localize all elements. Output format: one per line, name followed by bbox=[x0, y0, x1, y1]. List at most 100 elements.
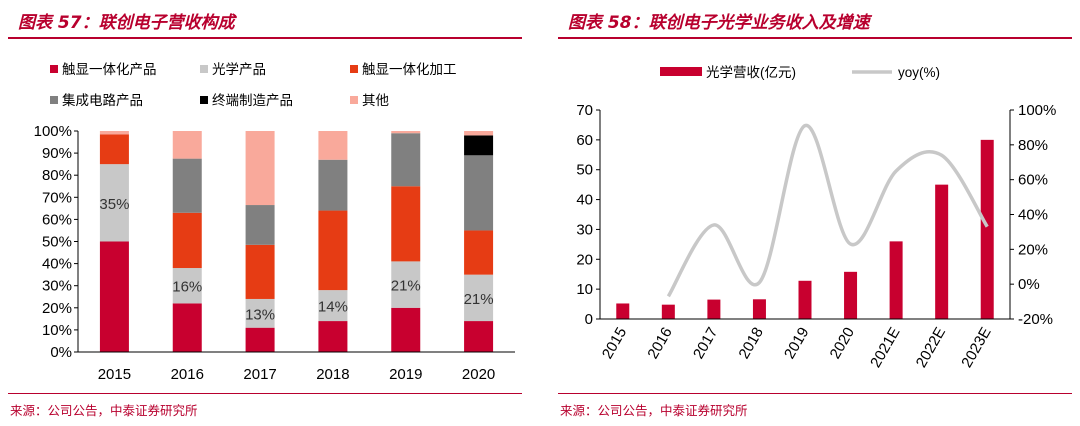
y-tick-label: 10% bbox=[42, 322, 72, 339]
y-left-tick-label: 50 bbox=[576, 162, 593, 179]
y-tick-label: 40% bbox=[42, 256, 72, 273]
data-label: 13% bbox=[245, 306, 275, 323]
revenue-bar bbox=[980, 139, 994, 319]
source-note: 来源：公司公告，中泰证券研究所 bbox=[560, 403, 748, 418]
y-tick-label: 0% bbox=[50, 344, 72, 361]
revenue-bar bbox=[889, 241, 903, 319]
bar-segment bbox=[391, 261, 421, 308]
legend-swatch bbox=[50, 96, 58, 104]
bar-segment bbox=[318, 159, 348, 211]
legend-label: 触显一体化产品 bbox=[62, 62, 157, 77]
x-tick-label: 2019 bbox=[781, 325, 812, 362]
bar-segment bbox=[99, 134, 129, 165]
y-left-tick-label: 10 bbox=[576, 281, 593, 298]
revenue-bar bbox=[661, 304, 675, 319]
title-divider bbox=[8, 37, 522, 39]
bar-segment bbox=[245, 244, 275, 299]
y-tick-label: 100% bbox=[34, 123, 72, 140]
chart-title: 图表 57：联创电子营收构成 bbox=[18, 13, 235, 33]
x-tick-label: 2020 bbox=[827, 325, 858, 362]
bar-segment bbox=[318, 290, 348, 322]
x-tick-label: 2016 bbox=[644, 325, 675, 362]
bar-line-chart: 光学营收(亿元) yoy(%) 0 10 20 30 40 50 60 70 -20% 0% 20% 40… bbox=[576, 65, 1056, 371]
bar-segment bbox=[318, 131, 348, 160]
bar-segment bbox=[245, 327, 275, 352]
legend-swatch bbox=[50, 65, 58, 73]
y-right-tick-label: 100% bbox=[1018, 102, 1056, 119]
bar-segment bbox=[464, 131, 494, 136]
left-panel: 图表 57：联创电子营收构成 触显一体化产品 光学产品 触显一体化加工 集成电路产品 终… bbox=[0, 0, 530, 426]
y-left-tick-label: 60 bbox=[576, 132, 593, 149]
x-tick-label: 2018 bbox=[316, 366, 349, 383]
y-left-tick-label: 20 bbox=[576, 251, 593, 268]
bar-segment bbox=[391, 131, 421, 134]
bar-segment bbox=[391, 186, 421, 262]
revenue-bar bbox=[844, 271, 858, 319]
bar-segment bbox=[318, 210, 348, 291]
y-tick-label: 70% bbox=[42, 189, 72, 206]
x-tick-label: 2023E bbox=[958, 325, 994, 371]
data-label: 21% bbox=[464, 291, 494, 308]
bar-segment bbox=[391, 307, 421, 352]
y-left-tick-label: 70 bbox=[576, 102, 593, 119]
legend-label: yoy(%) bbox=[898, 65, 940, 80]
y-right-tick-label: 40% bbox=[1018, 207, 1048, 224]
y-tick-label: 50% bbox=[42, 234, 72, 251]
y-left-tick-label: 40 bbox=[576, 192, 593, 209]
legend-label: 触显一体化加工 bbox=[362, 62, 457, 77]
y-tick-label: 80% bbox=[42, 167, 72, 184]
legend-label: 光学营收(亿元) bbox=[706, 65, 796, 80]
bar-segment bbox=[464, 274, 494, 322]
bar-segment bbox=[99, 131, 129, 135]
bar-segment bbox=[464, 321, 494, 352]
legend-swatch bbox=[200, 65, 208, 73]
bar-segment bbox=[172, 131, 202, 159]
x-tick-label: 2022E bbox=[913, 325, 949, 371]
y-tick-label: 60% bbox=[42, 211, 72, 228]
bar-segment bbox=[99, 164, 129, 242]
chart-title: 图表 58：联创电子光学业务收入及增速 bbox=[568, 13, 870, 33]
x-tick-label: 2015 bbox=[98, 366, 131, 383]
bar-segment bbox=[172, 158, 202, 213]
x-tick-label: 2015 bbox=[599, 325, 630, 362]
y-tick-label: 90% bbox=[42, 145, 72, 162]
footer-divider bbox=[8, 393, 522, 394]
bar-segment bbox=[172, 303, 202, 352]
data-label: 16% bbox=[172, 279, 202, 296]
x-tick-label: 2018 bbox=[735, 325, 766, 362]
y-tick-label: 20% bbox=[42, 300, 72, 317]
data-label: 14% bbox=[318, 299, 348, 316]
x-tick-label: 2021E bbox=[867, 325, 903, 371]
x-tick-label: 2017 bbox=[243, 366, 276, 383]
legend-swatch bbox=[350, 96, 358, 104]
data-label: 21% bbox=[391, 278, 421, 295]
revenue-bar bbox=[752, 299, 766, 319]
y-right-tick-label: -20% bbox=[1018, 311, 1053, 328]
legend-swatch bbox=[350, 65, 358, 73]
legend-label: 终端制造产品 bbox=[212, 93, 293, 108]
yoy-line bbox=[666, 123, 989, 298]
bar-segment bbox=[245, 205, 275, 245]
x-tick-label: 2020 bbox=[462, 366, 495, 383]
legend-label: 光学产品 bbox=[212, 62, 266, 77]
bar-segment bbox=[245, 131, 275, 206]
legend-label: 其他 bbox=[362, 93, 389, 108]
bar-segment bbox=[391, 133, 421, 187]
x-tick-label: 2016 bbox=[171, 366, 204, 383]
y-left-tick-label: 0 bbox=[585, 311, 593, 328]
y-right-tick-label: 0% bbox=[1018, 276, 1040, 293]
revenue-bar bbox=[935, 184, 949, 319]
revenue-bar bbox=[707, 299, 721, 319]
y-right-tick-label: 60% bbox=[1018, 172, 1048, 189]
bar-segment bbox=[245, 298, 275, 328]
x-tick-label: 2019 bbox=[389, 366, 422, 383]
bar-segment bbox=[172, 212, 202, 269]
revenue-bar bbox=[798, 280, 812, 319]
x-tick-label: 2017 bbox=[690, 325, 721, 362]
bar-segment bbox=[464, 155, 494, 231]
footer-divider bbox=[558, 393, 1072, 394]
data-label: 35% bbox=[99, 196, 129, 213]
bar-segment bbox=[99, 241, 129, 352]
bar-segment bbox=[318, 321, 348, 352]
